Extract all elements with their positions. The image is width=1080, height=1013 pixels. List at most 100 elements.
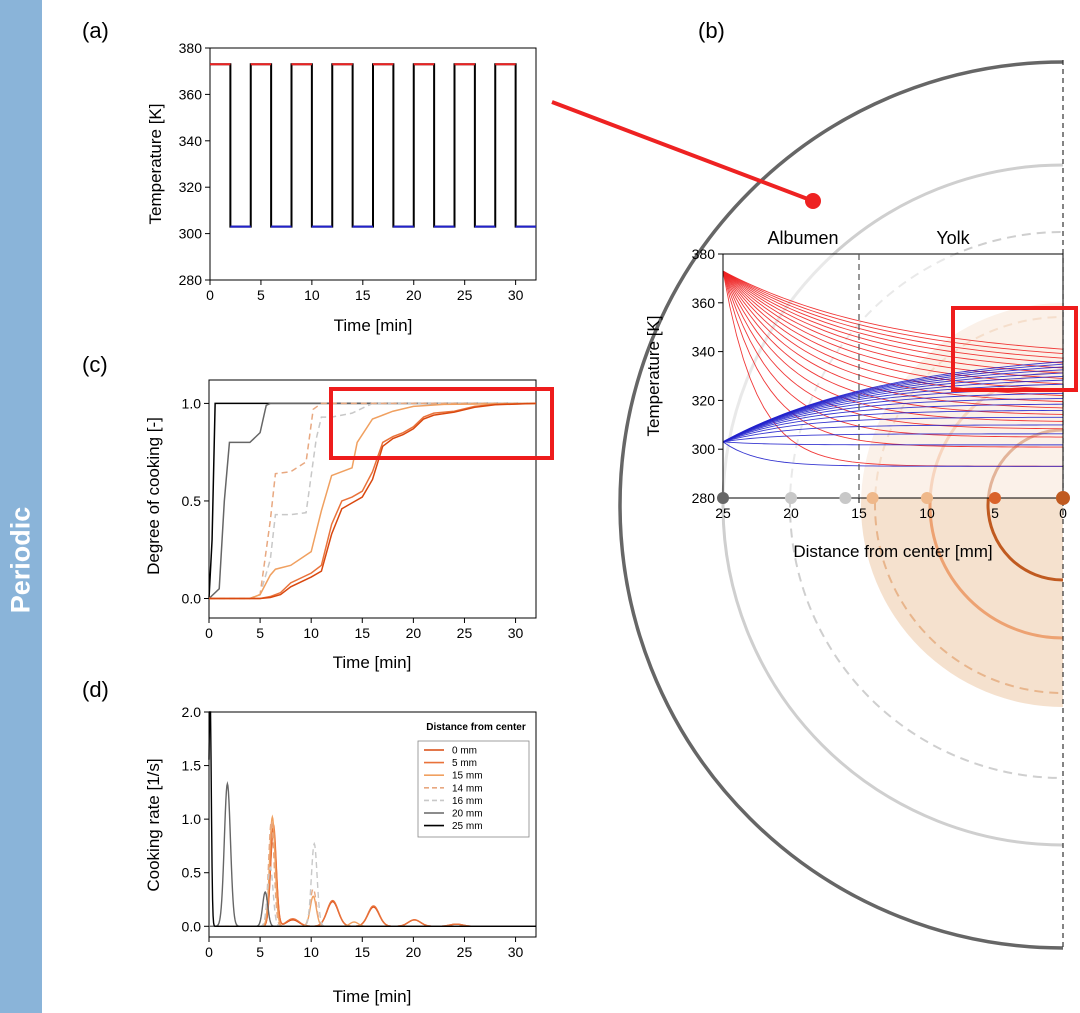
temperature-profiles [722, 270, 1064, 467]
x-tick-label: 0 [205, 944, 213, 960]
x-tick-label: 20 [406, 625, 422, 641]
profile-marker [839, 492, 852, 504]
cooling-profile-line [722, 383, 1064, 443]
ticks-c: 0 5 10 15 20 25 30 0.0 0.5 1.0 [182, 395, 524, 641]
cooling-profile-line [722, 409, 1064, 443]
profile-marker [785, 492, 797, 504]
x-tick-label: 25 [457, 944, 473, 960]
plot-frame-d [208, 711, 537, 938]
y-tick-label: 300 [692, 441, 716, 457]
cooking-degree-line [209, 402, 536, 600]
y-tick-label: 360 [692, 295, 716, 311]
profile-marker [866, 492, 879, 504]
ticks-a: 0 5 10 15 20 25 30 280 300 320 340 360 380 [179, 40, 524, 303]
panel-d-cooking-rate: 0 5 10 15 20 25 30 0.0 0.5 1.0 1.5 2.0 Distance fro… [144, 704, 537, 1006]
y-tick-label: 1.0 [182, 395, 202, 411]
y-tick-label: 0.5 [182, 493, 202, 509]
region-label-albumen: Albumen [767, 228, 838, 248]
x-tick-label: 15 [355, 287, 371, 303]
heating-profile-line [722, 270, 1064, 379]
cooling-profile-line [722, 361, 1064, 443]
x-tick-label: 5 [257, 287, 265, 303]
heating-profile-line [722, 270, 1064, 385]
x-tick-label: 20 [406, 944, 422, 960]
sidebar-band: Periodic [0, 0, 42, 1013]
x-tick-label: 30 [508, 287, 524, 303]
panel-label-d: (d) [82, 677, 109, 702]
highlight-box-b [951, 306, 1078, 392]
region-label-yolk: Yolk [936, 228, 970, 248]
y-tick-label: 1.0 [182, 811, 202, 827]
heating-profile-line [722, 270, 1064, 396]
y-tick-label: 280 [179, 272, 203, 288]
cooking-rate-line [208, 711, 536, 927]
heating-profile-line [722, 270, 1064, 422]
y-tick-label: 380 [692, 246, 716, 262]
profile-marker [1056, 491, 1070, 505]
ylabel-b: Temperature [K] [644, 316, 663, 437]
x-tick-label: 10 [303, 625, 319, 641]
cooling-profile-line [722, 416, 1064, 443]
x-tick-label: 10 [919, 505, 935, 521]
xlabel-c: Time [min] [333, 653, 412, 672]
albumen-20mm-ring [721, 163, 1063, 847]
profile-marker [921, 492, 933, 504]
y-tick-label: 340 [179, 133, 203, 149]
ylabel-d: Cooking rate [1/s] [144, 758, 163, 891]
x-tick-label: 0 [206, 287, 214, 303]
heating-profile-line [722, 270, 1064, 448]
cooling-profile-line [722, 433, 1064, 443]
ylabel-c: Degree of cooking [-] [144, 417, 163, 575]
ticks-d: 0 5 10 15 20 25 30 0.0 0.5 1.0 1.5 2.0 [182, 704, 536, 960]
cooling-profile-line [722, 441, 1064, 467]
y-tick-label: 320 [692, 392, 716, 408]
cooling-profile-line [722, 441, 1064, 446]
legend-entry-label: 0 mm [452, 746, 477, 757]
y-tick-label: 320 [179, 179, 203, 195]
plot-frame-a [209, 47, 537, 281]
cooking-degree-line [209, 402, 537, 600]
x-tick-label: 10 [304, 287, 320, 303]
cooking-rate-series [208, 711, 536, 927]
y-tick-label: 2.0 [182, 704, 202, 720]
panel-c-degree-of-cooking: 0 5 10 15 20 25 30 0.0 0.5 1.0 Time [min] Degree … [144, 379, 554, 672]
x-tick-label: 25 [457, 287, 473, 303]
cooking-degree-line [209, 402, 536, 600]
legend-box [417, 740, 530, 838]
cooling-profile-line [722, 379, 1064, 443]
ylabel-a: Temperature [K] [146, 104, 165, 225]
x-tick-label: 15 [851, 505, 867, 521]
x-tick-label: 0 [1059, 505, 1067, 521]
y-tick-label: 0.0 [182, 590, 202, 606]
x-tick-label: 25 [457, 625, 473, 641]
panel-label-b: (b) [698, 18, 725, 43]
panel-a-temperature-time: 0 5 10 15 20 25 30 280 300 320 340 360 380 Time [min… [146, 40, 537, 335]
profile-markers [717, 491, 1070, 505]
x-tick-label: 20 [406, 287, 422, 303]
legend-entry-label: 5 mm [452, 758, 477, 769]
xlabel-b: Distance from center [mm] [793, 542, 992, 561]
cooking-degree-line [208, 402, 536, 599]
x-tick-label: 20 [783, 505, 799, 521]
heating-profile-line [722, 270, 1064, 415]
profile-marker [717, 492, 729, 504]
cooking-rate-line [209, 822, 536, 927]
x-tick-label: 15 [354, 625, 370, 641]
cooking-degree-line [209, 402, 537, 600]
profile-marker [989, 492, 1001, 504]
legend-entry-label: 15 mm [452, 771, 483, 782]
legend-entry-label: 16 mm [452, 796, 483, 807]
legend-entry-label: 14 mm [452, 783, 483, 794]
yolk-10mm-ring [928, 370, 1063, 640]
x-tick-label: 30 [508, 625, 524, 641]
x-tick-label: 5 [256, 944, 264, 960]
y-tick-label: 0.0 [182, 918, 202, 934]
cooking-degree-series [208, 402, 537, 600]
heating-profile-line [722, 270, 1064, 438]
xlabel-a: Time [min] [334, 316, 413, 335]
heating-profile-line [722, 270, 1064, 355]
x-tick-label: 0 [205, 625, 213, 641]
heating-profile-line [722, 270, 1064, 369]
